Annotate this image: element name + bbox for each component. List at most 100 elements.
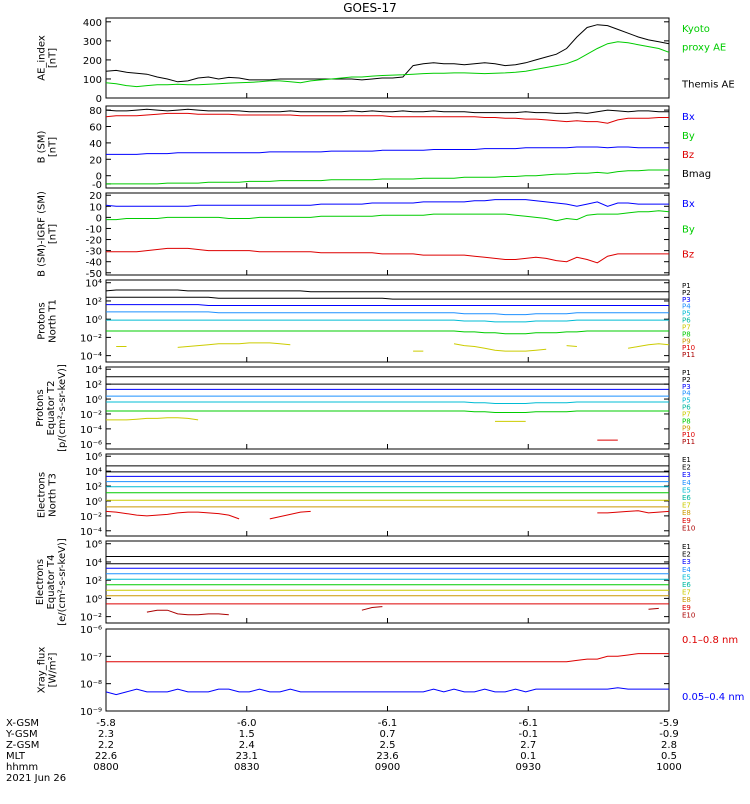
series-line [105,510,670,520]
series-line [105,41,670,88]
series-line [106,311,669,316]
x-row-value: -6.0 [237,718,257,729]
y-tick-label: -30 [86,247,102,258]
x-row-value: 2.2 [98,740,114,751]
series-line [106,304,669,306]
legend-entry: Themis AE [681,80,735,91]
panel-pn: 10⁴ 10² 10⁰ 10⁻² 10⁻⁴ Protons North T1 P1P2P3P4… [37,279,696,363]
x-row-value: 1000 [656,762,681,773]
legend-entry: E9 [682,517,691,525]
y-tick-label: 40 [89,139,102,150]
x-row-value: 0.7 [380,729,396,740]
x-row-value: -5.9 [659,718,679,729]
panel-pe: 10⁴ 10² 10⁰ 10⁻² 10⁻⁴ 10⁻⁶ Protons Equator T2 [p… [35,364,695,452]
y-tick-label: 10⁶ [85,540,102,551]
y-tick-label: 10⁻⁴ [80,352,102,363]
y-tick-label: 10⁴ [85,558,102,569]
x-row-value: -6.1 [378,718,398,729]
x-row-value: 2.8 [661,740,677,751]
legend-entry: P8 [682,417,691,425]
y-axis-label: Protons [35,389,46,426]
x-row-value: 2.5 [380,740,396,751]
legend-entry: P1 [682,282,691,290]
panel-frame [105,540,670,624]
legend-entry: P6 [682,317,691,325]
legend-entry: E3 [682,471,691,479]
y-tick-label: 0 [96,172,102,183]
series-line [106,169,669,185]
y-tick-label: 80 [89,106,102,117]
legend-entry: E4 [682,479,691,487]
series-line [105,108,669,114]
legend-entry: P8 [682,330,691,338]
x-row-value: 0930 [516,762,541,773]
legend-entry: P2 [682,289,691,297]
legend-entry: E10 [682,611,695,619]
legend-entry: E1 [682,456,691,464]
legend-entry: P1 [682,369,691,377]
series-line [106,417,526,422]
y-tick-label: 200 [83,56,102,67]
legend-entry: E10 [682,524,695,532]
legend-entry: Bx [682,199,695,210]
legend-entry: 0.1–0.8 nm [682,635,738,646]
x-row-value: 23.1 [236,751,258,762]
y-axis-label: [e/(cm²-s-sr-keV)] [57,538,68,626]
legend-entry: P6 [682,404,691,412]
x-row-value: 0.5 [661,751,677,762]
legend-entry: P7 [682,410,691,418]
x-row-label: Z-GSM [6,740,39,751]
y-axis-label: North T3 [48,473,59,517]
y-tick-label: -50 [86,269,102,280]
legend-entry: E8 [682,509,691,517]
legend-entry: E7 [682,589,691,597]
y-tick-label: 10⁻² [80,410,102,421]
legend-entry: P9 [682,337,691,345]
y-tick-label: 10 [89,202,102,213]
legend-entry: E2 [682,551,691,559]
y-axis-label: [nT] [48,224,59,244]
series-line [106,410,669,413]
y-axis-label: Equator T2 [46,381,57,436]
y-tick-label: 10⁴ [85,365,102,376]
legend-entry: E9 [682,604,691,612]
legend-entry: proxy AE [682,43,726,54]
chart-title: GOES-17 [343,1,397,15]
legend-entry: E1 [682,543,691,551]
x-row-value: 0.1 [520,751,536,762]
y-axis-label: AE_index [37,35,48,81]
y-tick-label: 10⁻⁶ [80,625,102,636]
legend-entry: P5 [682,397,691,405]
legend-entry: E3 [682,558,691,566]
x-row-label: MLT [6,751,26,762]
series-line [105,112,669,124]
series-line [116,342,670,352]
y-tick-label: 400 [83,18,102,29]
y-tick-label: 10⁰ [85,315,102,326]
legend-entry: Bz [682,250,694,261]
series-line [106,319,669,323]
y-tick-label: -20 [86,236,102,247]
series-line [106,146,669,155]
y-tick-label: 10⁻⁴ [80,527,102,538]
y-tick-label: -10 [86,224,102,235]
legend-entry: P10 [682,344,695,352]
y-tick-label: -40 [86,258,102,269]
y-tick-label: 10² [85,482,102,493]
legend-entry: P2 [682,376,691,384]
y-tick-label: 10⁻² [80,333,102,344]
legend-entry: Bmag [682,169,711,180]
x-row-label: X-GSM [6,718,39,729]
legend-entry: Bz [682,150,694,161]
legend-entry: By [682,131,695,142]
legend-entry: P11 [682,438,695,446]
y-axis-label: B (SM)-IGRF (SM) [37,191,48,277]
y-tick-label: 10⁻⁸ [80,680,102,691]
series-line [106,210,670,222]
x-row-value: 0800 [93,762,118,773]
x-row-value: 1.5 [239,729,255,740]
y-tick-label: 10⁻⁴ [80,425,102,436]
